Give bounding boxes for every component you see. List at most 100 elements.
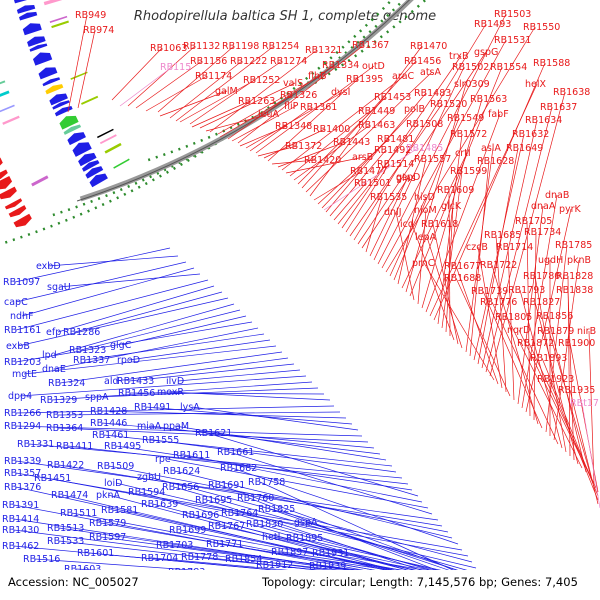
reverse-gene-label[interactable]: sppA [85,392,109,403]
forward-gene-label[interactable]: RB1900 [558,338,595,349]
forward-gene-label[interactable]: RB1550 [523,22,560,33]
forward-gene-label[interactable]: czcB [466,242,488,253]
forward-gene-label[interactable]: RB1449 [358,106,395,117]
reverse-gene-label[interactable]: RB1897 [271,547,308,558]
reverse-gene-label[interactable]: RB1767 [208,521,245,532]
reverse-gene-label[interactable]: RB1830 [246,519,283,530]
reverse-gene-label[interactable]: RB1161 [4,325,41,336]
forward-gene-label[interactable]: RB1776 [480,297,517,308]
forward-gene-label[interactable]: RB1685 [484,230,521,241]
reverse-gene-label[interactable]: RB1451 [34,473,71,484]
reverse-gene-label[interactable]: zgbU [137,472,161,483]
forward-gene-label[interactable]: RB1483 [414,88,451,99]
forward-gene-label[interactable]: RB1254 [262,41,299,52]
forward-gene-label[interactable]: RB1793 [508,285,545,296]
reverse-gene-label[interactable]: RB1579 [89,518,126,529]
forward-gene-label[interactable]: pknB [567,255,591,266]
rna-gene-label[interactable]: RB115 [160,62,191,73]
reverse-gene-label[interactable]: efp [46,327,61,338]
reverse-gene-label[interactable]: RB1601 [77,548,114,559]
forward-gene-label[interactable]: RB1453 [374,92,411,103]
forward-gene-label[interactable]: prnC [412,258,435,269]
forward-gene-label[interactable]: RB1334 [322,60,359,71]
forward-gene-label[interactable]: nqrD [507,325,530,336]
reverse-gene-label[interactable]: RB1097 [3,277,40,288]
reverse-gene-label[interactable]: moxR [157,387,184,398]
forward-gene-label[interactable]: RB1785 [555,240,592,251]
forward-gene-label[interactable]: RB1618 [421,219,458,230]
forward-gene-label[interactable]: dnlJ [384,207,402,218]
forward-gene-label[interactable]: arsB [352,152,373,163]
forward-gene-label[interactable]: RB1827 [523,297,560,308]
forward-gene-label[interactable]: RB1893 [530,353,567,364]
forward-gene-label[interactable]: crtI [455,148,471,159]
forward-gene-label[interactable]: araC [392,71,415,82]
forward-gene-label[interactable]: RB1493 [474,19,511,30]
reverse-gene-label[interactable]: RB1581 [101,505,138,516]
forward-gene-label[interactable]: RB1535 [370,192,407,203]
reverse-gene-label[interactable]: RB1422 [47,460,84,471]
forward-gene-label[interactable]: leuA [258,109,280,120]
reverse-gene-label[interactable]: RB1695 [195,495,232,506]
reverse-gene-label[interactable]: RB1771 [206,539,243,550]
forward-gene-label[interactable]: galM [215,86,238,97]
reverse-gene-label[interactable]: gspA [294,517,318,528]
forward-gene-label[interactable]: RB1705 [515,216,552,227]
forward-gene-label[interactable]: RB1572 [450,129,487,140]
reverse-gene-label[interactable]: RB1611 [173,450,210,461]
reverse-gene-label[interactable]: RB1656 [162,482,199,493]
forward-gene-label[interactable]: RB1563 [470,94,507,105]
reverse-gene-label[interactable]: RB1446 [90,418,127,429]
reverse-gene-label[interactable]: RB1696 [182,510,219,521]
reverse-gene-label[interactable]: RB1294 [4,421,41,432]
forward-gene-label[interactable]: RB1634 [525,115,562,126]
forward-gene-label[interactable]: RB1420 [304,155,341,166]
forward-gene-label[interactable]: RB1588 [533,58,570,69]
forward-gene-label[interactable]: RB1722 [480,260,517,271]
forward-gene-label[interactable]: RB1463 [358,120,395,131]
reverse-gene-label[interactable]: glgC [110,340,132,351]
reverse-gene-label[interactable]: RB1533 [47,536,84,547]
reverse-gene-label[interactable]: RB1461 [92,430,129,441]
forward-gene-label[interactable]: trxB [449,51,469,62]
reverse-gene-label[interactable]: RB1758 [248,477,285,488]
forward-gene-label[interactable]: RB1501 [354,178,391,189]
forward-gene-label[interactable]: flhB [308,71,327,82]
forward-gene-label[interactable]: RB1688 [444,273,481,284]
forward-gene-label[interactable]: RB1477 [350,166,387,177]
reverse-gene-label[interactable]: RB1939 [309,561,346,572]
reverse-gene-label[interactable]: hetI [262,532,280,543]
forward-gene-label[interactable]: RB1174 [195,71,232,82]
forward-gene-label[interactable]: glns [396,173,416,184]
reverse-gene-label[interactable]: RB1912 [256,560,293,571]
reverse-gene-label[interactable]: RB1339 [4,456,41,467]
rna-gene-label[interactable]: RB1485 [406,143,443,154]
forward-gene-label[interactable]: RB1063 [150,43,187,54]
forward-gene-label[interactable]: helX [525,79,547,90]
reverse-gene-label[interactable]: ndhF [10,311,34,322]
reverse-gene-label[interactable]: dnaE [42,364,66,375]
forward-gene-label[interactable]: RB1739 [471,286,508,297]
forward-gene-label[interactable]: RB1531 [494,35,531,46]
forward-gene-label[interactable]: RB1780 [523,271,560,282]
forward-gene-label[interactable]: slr0309 [454,79,490,90]
rna-gene-label[interactable]: RBt17 [570,398,599,409]
reverse-gene-label[interactable]: RB1699 [169,525,206,536]
forward-gene-label[interactable]: RB1649 [506,143,543,154]
forward-gene-label[interactable]: RB1557 [414,154,451,165]
reverse-gene-label[interactable]: RB1337 [73,355,110,366]
forward-gene-label[interactable]: RB1923 [537,374,574,385]
reverse-gene-label[interactable]: RB1376 [4,482,41,493]
reverse-gene-label[interactable]: loiD [104,478,122,489]
reverse-gene-label[interactable]: capC [4,297,28,308]
reverse-gene-label[interactable]: RB1411 [56,441,93,452]
reverse-gene-label[interactable]: exbB [6,341,30,352]
reverse-gene-label[interactable]: RB1760 [237,493,274,504]
reverse-gene-label[interactable]: RB1364 [46,423,83,434]
reverse-gene-label[interactable]: RB1603 [64,564,101,575]
reverse-gene-label[interactable]: exbD [36,261,61,272]
reverse-gene-label[interactable]: RB1594 [128,487,165,498]
forward-gene-label[interactable]: RB1599 [450,166,487,177]
reverse-gene-label[interactable]: RB1764 [221,508,258,519]
forward-gene-label[interactable]: hisD [414,192,435,203]
